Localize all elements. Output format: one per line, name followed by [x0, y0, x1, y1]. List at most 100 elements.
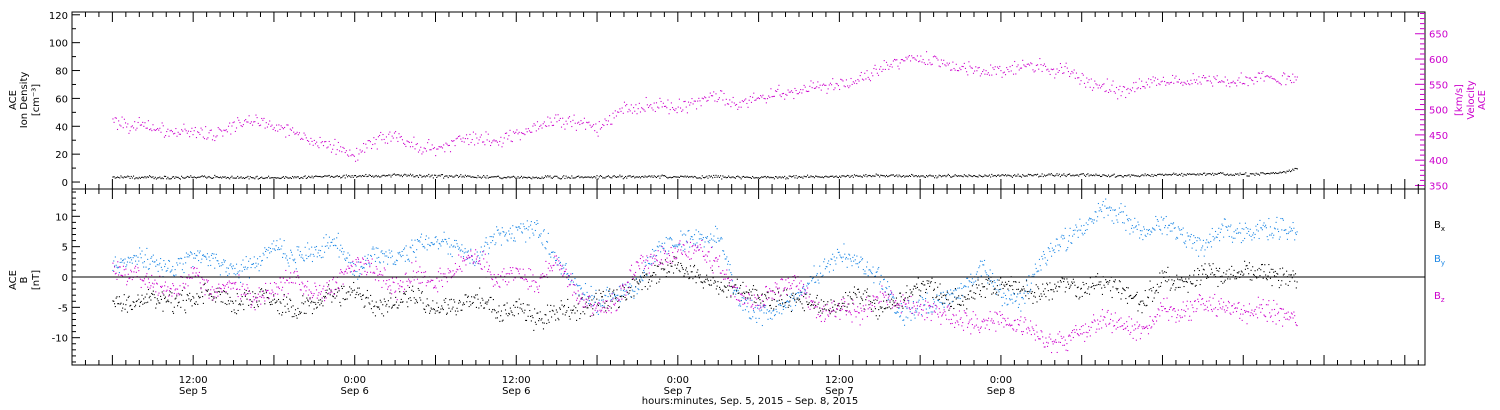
- data-point: [193, 297, 195, 299]
- data-point: [660, 262, 662, 264]
- data-point: [1225, 273, 1227, 275]
- data-point: [166, 300, 168, 302]
- data-point: [237, 271, 239, 273]
- data-point: [194, 257, 196, 259]
- data-point: [491, 311, 493, 313]
- data-point: [1244, 173, 1246, 175]
- data-point: [274, 130, 276, 132]
- data-point: [1109, 176, 1111, 178]
- data-point: [805, 292, 807, 294]
- data-point: [224, 260, 226, 262]
- data-point: [1036, 301, 1038, 303]
- data-point: [679, 175, 682, 177]
- data-point: [907, 175, 909, 178]
- data-point: [912, 174, 914, 176]
- data-point: [889, 65, 891, 67]
- data-point: [393, 173, 395, 175]
- data-point: [326, 175, 328, 177]
- data-point: [1152, 175, 1154, 178]
- data-point: [1264, 173, 1266, 175]
- data-point: [1245, 265, 1247, 267]
- data-point: [420, 146, 422, 148]
- data-point: [497, 229, 499, 231]
- data-point: [1253, 274, 1255, 276]
- data-point: [866, 176, 868, 178]
- data-point: [1067, 283, 1070, 285]
- data-point: [549, 310, 551, 313]
- data-point: [820, 89, 822, 91]
- data-point: [532, 176, 534, 178]
- data-point: [451, 140, 453, 142]
- data-point: [495, 176, 497, 178]
- data-point: [626, 103, 628, 106]
- data-point: [374, 253, 376, 256]
- data-point: [779, 303, 781, 305]
- data-point: [251, 300, 253, 302]
- data-point: [706, 237, 708, 239]
- data-point: [445, 238, 447, 241]
- data-point: [174, 298, 176, 300]
- data-point: [724, 104, 726, 106]
- data-point: [508, 233, 511, 235]
- data-point: [565, 263, 567, 265]
- data-point: [807, 282, 809, 284]
- data-point: [1056, 68, 1058, 70]
- data-point: [857, 263, 859, 265]
- data-point: [452, 246, 454, 248]
- data-point: [143, 261, 145, 263]
- data-point: [766, 176, 769, 178]
- data-point: [1074, 77, 1076, 79]
- data-point: [968, 61, 970, 63]
- data-point: [1293, 274, 1295, 276]
- data-point: [1020, 67, 1023, 69]
- data-point: [504, 177, 506, 179]
- data-point: [1272, 268, 1274, 270]
- data-point: [608, 290, 610, 292]
- top-left-tick-label: 40: [55, 122, 68, 133]
- data-point: [1149, 86, 1151, 88]
- data-point: [1158, 286, 1160, 288]
- data-point: [611, 177, 613, 179]
- data-point: [911, 291, 913, 293]
- data-point: [1055, 287, 1057, 289]
- data-point: [238, 119, 240, 121]
- data-point: [502, 177, 504, 179]
- data-point: [305, 312, 307, 315]
- data-point: [1075, 295, 1077, 297]
- data-point: [892, 60, 894, 62]
- data-point: [775, 308, 777, 310]
- data-point: [920, 282, 923, 284]
- data-point: [200, 287, 202, 289]
- data-point: [170, 178, 172, 180]
- data-point: [1056, 173, 1058, 175]
- data-point: [1291, 170, 1293, 172]
- data-point: [147, 258, 149, 260]
- data-point: [1254, 76, 1256, 78]
- data-point: [381, 250, 383, 252]
- data-point: [1250, 173, 1253, 175]
- data-point: [313, 255, 315, 257]
- data-point: [1244, 260, 1246, 262]
- data-point: [1007, 288, 1009, 290]
- data-point: [866, 288, 868, 290]
- data-point: [633, 107, 635, 109]
- data-point: [448, 237, 450, 239]
- data-point: [1091, 175, 1094, 177]
- data-point: [1259, 72, 1261, 74]
- data-point: [1135, 294, 1137, 296]
- data-point: [710, 95, 712, 97]
- data-point: [683, 176, 685, 178]
- data-point: [1105, 281, 1108, 283]
- data-point: [657, 175, 659, 177]
- data-point: [336, 291, 339, 293]
- data-point: [317, 301, 319, 304]
- data-point: [667, 264, 669, 266]
- data-point: [695, 108, 698, 110]
- data-point: [1284, 73, 1286, 75]
- data-point: [244, 292, 246, 294]
- data-point: [1190, 282, 1192, 285]
- data-point: [559, 262, 561, 264]
- data-point: [600, 292, 602, 295]
- data-point: [495, 140, 497, 142]
